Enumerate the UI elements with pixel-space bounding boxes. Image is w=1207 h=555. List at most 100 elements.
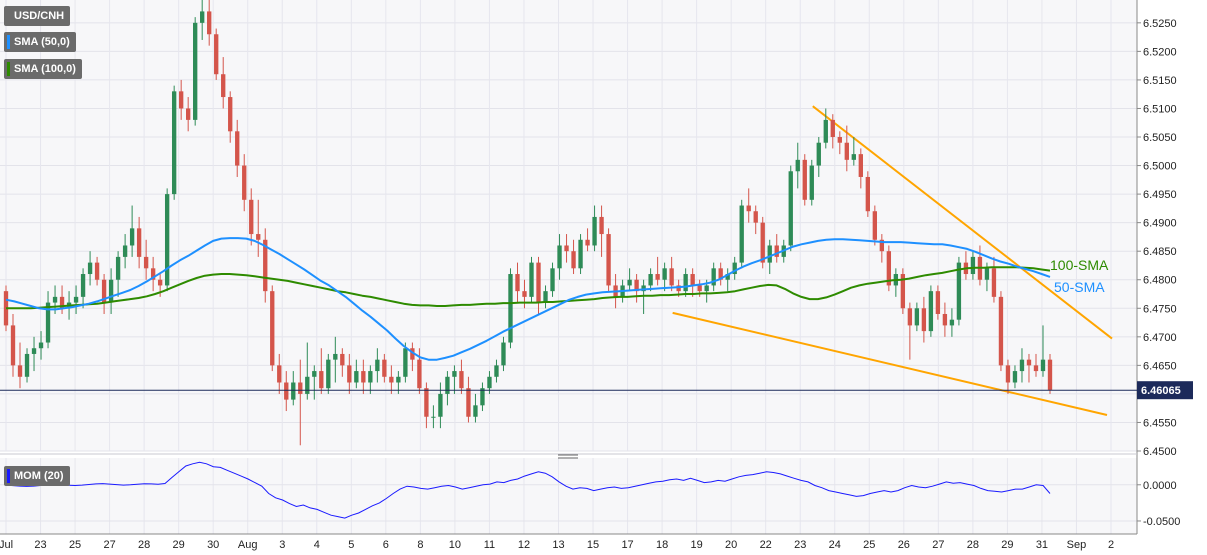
candle-body <box>396 376 401 383</box>
momentum-legend[interactable]: MOM (20) <box>4 466 70 486</box>
candle-body <box>431 416 436 418</box>
sma50-legend[interactable]: SMA (50,0) <box>4 32 76 52</box>
candle-body <box>956 262 962 320</box>
time-tick-label: 2 <box>1108 539 1114 551</box>
candle-body <box>122 245 128 257</box>
pane-divider[interactable] <box>0 453 1137 459</box>
candle-body <box>466 388 471 417</box>
candle-body <box>865 176 870 212</box>
candle-body <box>1047 359 1053 390</box>
candle-body <box>403 348 408 377</box>
time-tick-label: 29 <box>1001 539 1013 551</box>
candle-body <box>823 119 828 143</box>
candle-body <box>305 376 310 394</box>
time-tick-label: 28 <box>967 539 979 551</box>
momentum-line <box>5 461 1051 519</box>
candle-body <box>858 154 863 177</box>
candle-body <box>340 353 345 366</box>
time-tick-label: 19 <box>691 539 703 551</box>
candle-body <box>942 313 948 326</box>
price-tick-label: 6.5100 <box>1143 103 1177 115</box>
candle-body <box>767 245 772 263</box>
candle-body <box>1040 359 1046 372</box>
annotations: 100-SMA 50-SMA 6.46065 <box>0 257 1193 400</box>
candle-body <box>193 22 198 120</box>
candle-body <box>543 291 548 303</box>
price-tick-label: 6.5050 <box>1143 132 1177 144</box>
candle-body <box>417 359 422 389</box>
momentum-label: MOM (20) <box>14 470 64 482</box>
candle-body <box>753 211 758 223</box>
candle-body <box>739 205 744 263</box>
candle-body <box>157 279 163 286</box>
candle-body <box>214 34 219 75</box>
candle-body <box>298 382 303 394</box>
candle-body <box>10 325 16 366</box>
candle-body <box>368 371 373 383</box>
candle-body <box>634 279 639 292</box>
symbol-legend[interactable]: USD/CNH <box>4 6 71 26</box>
candle-body <box>711 268 716 286</box>
time-tick-label: 10 <box>449 539 461 551</box>
candle-body <box>312 371 317 377</box>
candle-body <box>907 308 913 326</box>
candle-body <box>326 359 331 389</box>
candle-body <box>536 262 541 303</box>
candle-body <box>655 274 660 280</box>
time-tick-label: 17 <box>621 539 633 551</box>
candle-body <box>256 234 261 240</box>
candle-body <box>641 285 646 292</box>
time-tick-label: 20 <box>725 539 737 551</box>
time-tick-label: 28 <box>138 539 150 551</box>
candle-body <box>585 239 590 246</box>
candle-body <box>900 274 906 309</box>
momentum-tick-label: 0.0000 <box>1143 480 1177 492</box>
candle-body <box>991 268 997 297</box>
lower-trendline <box>672 311 1108 417</box>
candle-body <box>851 154 856 160</box>
candle-body <box>970 256 976 275</box>
time-tick-label: 6 <box>383 539 389 551</box>
candle-body <box>522 291 527 297</box>
price-tick-label: 6.5000 <box>1143 161 1177 173</box>
candle-body <box>557 245 562 269</box>
candle-body <box>914 308 920 326</box>
candle-body <box>802 159 807 200</box>
candle-body <box>872 211 878 240</box>
candles <box>3 0 1053 446</box>
candle-body <box>844 142 849 160</box>
time-tick-label: 31 <box>1036 539 1048 551</box>
upper-trendline <box>812 105 1113 340</box>
candle-body <box>501 342 506 366</box>
candle-body <box>669 268 674 286</box>
candle-body <box>508 274 513 343</box>
time-tick-label: 24 <box>829 539 841 551</box>
sma100-label: SMA (100,0) <box>14 63 76 75</box>
time-tick-label: 12 <box>518 539 530 551</box>
candle-body <box>263 239 268 292</box>
candle-body <box>816 142 821 166</box>
price-tick-label: 6.4500 <box>1143 446 1177 458</box>
price-tick-label: 6.4700 <box>1143 332 1177 344</box>
candle-body <box>129 228 135 246</box>
candle-body <box>830 119 835 138</box>
candle-body <box>284 382 289 400</box>
time-tick-label: 30 <box>207 539 219 551</box>
sma50-annotation: 50-SMA <box>1054 279 1105 295</box>
candle-body <box>928 291 934 332</box>
candle-body <box>228 97 233 132</box>
time-tick-label: 26 <box>898 539 910 551</box>
candle-body <box>599 216 604 235</box>
candle-body <box>886 251 892 286</box>
momentum-swatch <box>7 469 10 483</box>
sma100-swatch <box>7 62 10 76</box>
sma100-legend[interactable]: SMA (100,0) <box>4 59 82 79</box>
candle-body <box>171 91 177 195</box>
candle-body <box>361 371 366 383</box>
candle-body <box>480 388 485 406</box>
candle-body <box>445 376 450 394</box>
time-tick-label: 11 <box>484 539 495 551</box>
candle-body <box>774 245 779 257</box>
candle-body <box>143 256 149 269</box>
time-tick-label: 4 <box>314 539 320 551</box>
